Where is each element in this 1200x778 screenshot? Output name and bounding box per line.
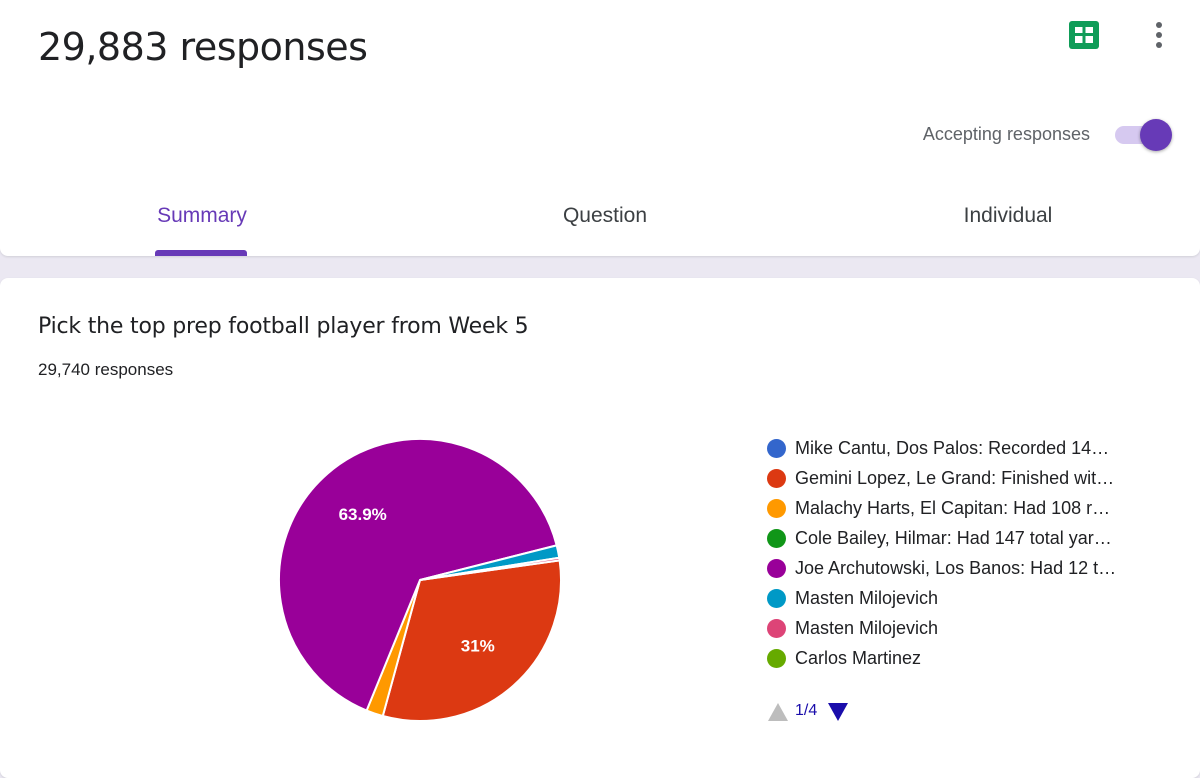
legend-color-swatch bbox=[767, 439, 786, 458]
tab-question[interactable]: Question bbox=[562, 204, 648, 227]
legend-color-swatch bbox=[767, 589, 786, 608]
more-vert-icon[interactable] bbox=[1144, 18, 1174, 52]
pie-slice[interactable] bbox=[381, 559, 562, 722]
google-sheets-icon[interactable] bbox=[1068, 20, 1100, 50]
pie-slice[interactable] bbox=[278, 438, 558, 712]
legend-item[interactable]: Mike Cantu, Dos Palos: Recorded 14… bbox=[767, 436, 1147, 466]
legend-label: Carlos Martinez bbox=[795, 648, 922, 668]
toggle-thumb bbox=[1140, 119, 1172, 151]
tab-summary[interactable]: Summary bbox=[157, 204, 247, 227]
tab-individual[interactable]: Individual bbox=[963, 204, 1053, 227]
accepting-responses-toggle[interactable] bbox=[1113, 118, 1173, 152]
legend-item[interactable]: Masten Milojevich bbox=[767, 616, 1147, 646]
legend-label: Mike Cantu, Dos Palos: Recorded 14… bbox=[795, 438, 1110, 458]
pie-data-label: 31% bbox=[461, 637, 495, 656]
legend-item[interactable]: Malachy Harts, El Capitan: Had 108 r… bbox=[767, 496, 1147, 526]
legend-item[interactable]: Masten Milojevich bbox=[767, 586, 1147, 616]
summary-header-card: 29,883 responses Accepting responses Sum… bbox=[0, 0, 1200, 256]
legend-color-swatch bbox=[767, 559, 786, 578]
legend-label: Joe Archutowski, Los Banos: Had 12 t… bbox=[795, 558, 1117, 578]
pager-next-icon[interactable] bbox=[827, 702, 849, 722]
pager-page-indicator: 1/4 bbox=[795, 702, 818, 719]
legend-label: Masten Milojevich bbox=[795, 588, 939, 608]
accepting-responses-label: Accepting responses bbox=[922, 124, 1090, 144]
legend-color-swatch bbox=[767, 469, 786, 488]
legend-item[interactable]: Joe Archutowski, Los Banos: Had 12 t… bbox=[767, 556, 1147, 586]
legend-color-swatch bbox=[767, 529, 786, 548]
legend-item[interactable]: Gemini Lopez, Le Grand: Finished wit… bbox=[767, 466, 1147, 496]
pie-data-label: 63.9% bbox=[339, 505, 387, 524]
chart-legend: Mike Cantu, Dos Palos: Recorded 14… Gemin… bbox=[767, 436, 1147, 676]
question-summary-card bbox=[0, 278, 1200, 778]
pie-chart: 63.9% 31% bbox=[278, 438, 562, 722]
legend-color-swatch bbox=[767, 619, 786, 638]
legend-label: Malachy Harts, El Capitan: Had 108 r… bbox=[795, 498, 1111, 518]
pie-slice[interactable] bbox=[419, 556, 561, 581]
question-title: Pick the top prep football player from W… bbox=[38, 314, 529, 339]
pager-prev-icon bbox=[768, 703, 788, 721]
legend-color-swatch bbox=[767, 649, 786, 668]
legend-item[interactable]: Carlos Martinez bbox=[767, 646, 1147, 676]
active-tab-indicator bbox=[155, 250, 247, 256]
question-response-count: 29,740 responses bbox=[38, 360, 174, 379]
legend-label: Cole Bailey, Hilmar: Had 147 total yar… bbox=[795, 528, 1112, 548]
legend-item[interactable]: Cole Bailey, Hilmar: Had 147 total yar… bbox=[767, 526, 1147, 556]
legend-color-swatch bbox=[767, 499, 786, 518]
page-title: 29,883 responses bbox=[38, 25, 368, 69]
legend-label: Gemini Lopez, Le Grand: Finished wit… bbox=[795, 468, 1115, 488]
legend-label: Masten Milojevich bbox=[795, 618, 939, 638]
